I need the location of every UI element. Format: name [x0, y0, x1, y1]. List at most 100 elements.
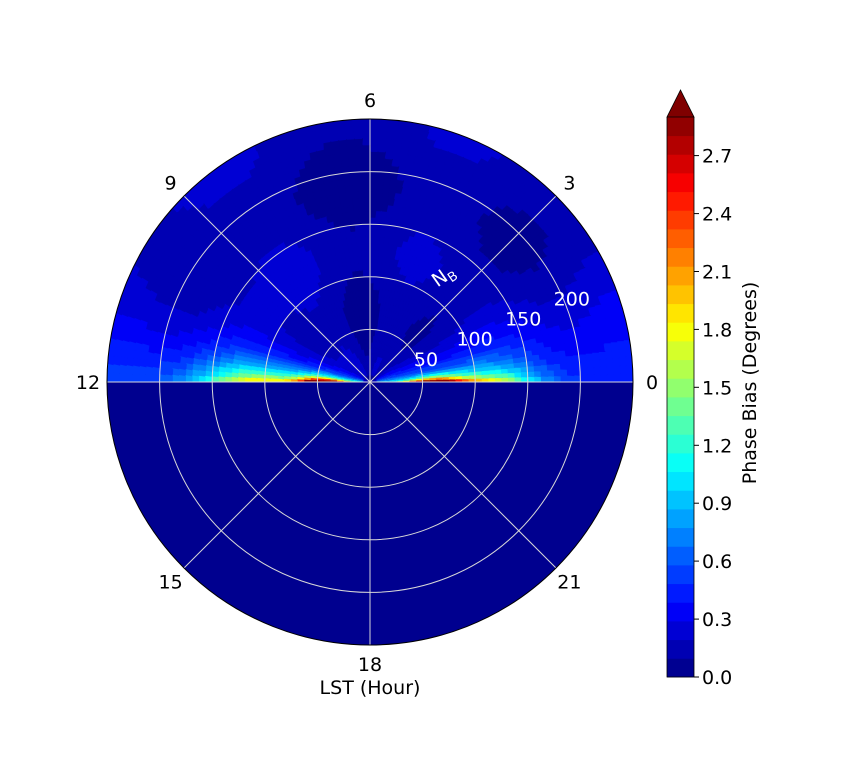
field-cell — [245, 365, 253, 371]
field-cell — [373, 348, 376, 357]
field-cell — [347, 340, 353, 348]
field-cell — [589, 336, 598, 346]
field-cell — [423, 352, 431, 358]
field-cell — [358, 343, 362, 351]
field-cell — [377, 296, 382, 304]
field-cell — [343, 224, 351, 233]
field-cell — [341, 344, 347, 351]
field-cell — [344, 359, 351, 366]
field-cell — [298, 331, 306, 339]
field-cell — [107, 355, 115, 366]
field-cell — [313, 315, 320, 323]
field-cell — [369, 230, 376, 238]
field-cell — [391, 312, 396, 321]
field-cell — [406, 154, 416, 163]
field-cell — [271, 365, 280, 370]
field-cell — [323, 315, 330, 324]
field-cell — [407, 368, 416, 372]
field-cell — [474, 339, 483, 347]
field-cell — [231, 264, 242, 274]
field-cell — [401, 353, 408, 359]
field-cell — [365, 368, 369, 376]
field-cell — [370, 379, 377, 382]
field-cell — [208, 343, 217, 352]
field-cell — [380, 336, 384, 345]
field-cell — [354, 157, 364, 166]
field-cell — [381, 359, 386, 366]
field-cell — [328, 133, 339, 142]
colorbar-segment — [667, 378, 694, 398]
field-cell — [135, 285, 146, 297]
field-cell — [311, 299, 319, 308]
field-cell — [377, 365, 383, 372]
field-cell — [625, 363, 633, 375]
field-cell — [421, 348, 429, 355]
field-cell — [393, 232, 401, 241]
field-cell — [201, 342, 210, 350]
field-cell — [323, 355, 331, 361]
field-cell — [402, 344, 409, 351]
field-cell — [331, 326, 338, 334]
field-cell — [379, 368, 386, 374]
field-cell — [362, 164, 371, 172]
field-cell — [335, 179, 345, 188]
field-cell — [353, 369, 360, 375]
field-cell — [293, 338, 302, 345]
field-cell — [362, 362, 366, 370]
field-cell — [410, 300, 417, 308]
field-cell — [205, 365, 213, 372]
field-cell — [386, 347, 392, 355]
field-cell — [529, 285, 539, 296]
field-cell — [376, 377, 383, 380]
field-cell — [409, 331, 416, 339]
field-cell — [324, 371, 332, 375]
field-cell — [440, 366, 449, 371]
field-cell — [378, 366, 384, 373]
field-cell — [308, 310, 316, 318]
angular-tick-label: 6 — [364, 90, 376, 112]
field-cell — [420, 335, 428, 342]
radial-tick-label: 100 — [456, 329, 492, 351]
field-cell — [357, 309, 362, 318]
field-cell — [350, 376, 358, 379]
field-cell — [473, 336, 482, 343]
field-cell — [409, 307, 416, 315]
field-cell — [309, 301, 317, 309]
field-cell — [468, 325, 477, 333]
field-cell — [372, 361, 374, 370]
field-cell — [126, 357, 135, 367]
field-cell — [310, 308, 318, 316]
field-cell — [395, 374, 403, 377]
field-cell — [369, 131, 380, 139]
field-cell — [333, 317, 339, 326]
field-cell — [534, 375, 542, 382]
field-cell — [331, 334, 338, 342]
field-cell — [416, 281, 424, 290]
field-cell — [376, 364, 382, 372]
field-cell — [328, 297, 335, 306]
field-cell — [305, 322, 313, 330]
field-cell — [311, 325, 319, 333]
field-cell — [396, 358, 404, 364]
field-cell — [392, 352, 399, 359]
field-cell — [422, 317, 430, 325]
field-cell — [349, 346, 355, 354]
field-cell — [269, 239, 279, 249]
field-cell — [385, 138, 395, 147]
field-cell — [349, 364, 356, 370]
field-cell — [360, 131, 371, 139]
angular-tick-label: 0 — [646, 372, 658, 394]
field-cell — [355, 344, 360, 352]
field-cell — [591, 351, 600, 361]
field-cell — [354, 230, 361, 238]
field-cell — [375, 356, 378, 364]
field-cell — [269, 255, 278, 266]
field-cell — [345, 349, 351, 356]
field-cell — [409, 134, 420, 144]
field-cell — [364, 296, 368, 304]
field-cell — [508, 255, 519, 266]
field-cell — [624, 346, 633, 358]
field-cell — [294, 353, 303, 359]
field-cell — [441, 318, 449, 326]
field-cell — [430, 337, 438, 344]
